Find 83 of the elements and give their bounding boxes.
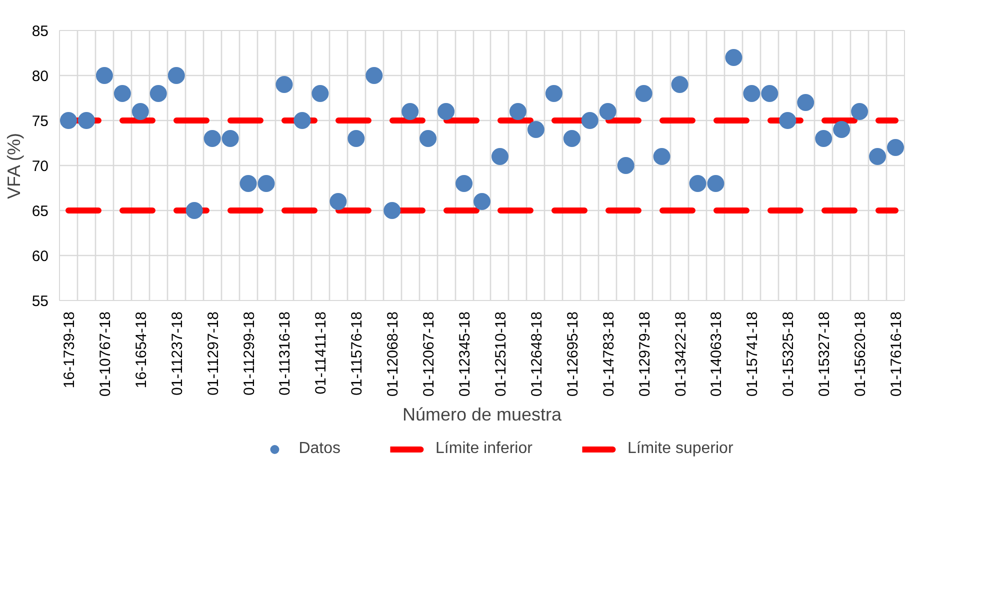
point bbox=[150, 85, 167, 102]
y-tick-label: 70 bbox=[32, 158, 49, 175]
x-tick-label: 01-11237-18 bbox=[168, 311, 186, 396]
point bbox=[258, 175, 275, 192]
point bbox=[294, 112, 311, 129]
point bbox=[815, 130, 832, 147]
point bbox=[204, 130, 221, 147]
point bbox=[132, 103, 149, 120]
x-tick-label: 01-15620-18 bbox=[852, 311, 870, 397]
x-tick-label: 01-11316-18 bbox=[276, 311, 294, 396]
x-tick-label: 01-15327-18 bbox=[816, 311, 834, 397]
point bbox=[509, 103, 526, 120]
point bbox=[887, 139, 904, 156]
y-tick-label: 55 bbox=[32, 293, 49, 310]
point bbox=[402, 103, 419, 120]
x-tick-label: 01-13422-18 bbox=[672, 311, 690, 397]
x-axis-title: Número de muestra bbox=[402, 404, 563, 425]
x-tick-label: 01-12695-18 bbox=[564, 311, 582, 397]
point bbox=[689, 175, 706, 192]
point bbox=[474, 193, 490, 210]
legend-label: Datos bbox=[298, 440, 341, 458]
point bbox=[330, 193, 347, 210]
y-tick-label: 65 bbox=[32, 203, 49, 220]
x-tick-label: 01-10767-18 bbox=[96, 311, 114, 397]
y-axis-title: VFA (%) bbox=[4, 132, 24, 200]
point bbox=[527, 121, 544, 138]
x-tick-label: 01-11299-18 bbox=[240, 311, 258, 396]
point bbox=[833, 121, 850, 138]
point bbox=[869, 148, 886, 165]
x-tick-label: 01-12979-18 bbox=[636, 311, 654, 397]
x-tick-label: 01-14783-18 bbox=[600, 311, 618, 397]
point bbox=[599, 103, 616, 120]
point bbox=[581, 112, 598, 129]
x-tick-label: 01-12345-18 bbox=[456, 311, 474, 397]
y-tick-label: 75 bbox=[32, 113, 49, 130]
point bbox=[60, 112, 77, 129]
x-tick-label: 01-15325-18 bbox=[780, 311, 798, 397]
point bbox=[312, 85, 329, 102]
y-tick-label: 85 bbox=[32, 23, 49, 40]
point bbox=[78, 112, 95, 129]
point bbox=[545, 85, 562, 102]
point bbox=[384, 202, 401, 219]
y-tick-label: 60 bbox=[32, 248, 49, 265]
x-tick-label: 01-14063-18 bbox=[708, 311, 726, 397]
point bbox=[222, 130, 239, 147]
y-tick-label: 80 bbox=[32, 68, 49, 85]
point bbox=[276, 76, 293, 93]
point bbox=[653, 148, 670, 165]
point bbox=[456, 175, 473, 192]
x-tick-label: 01-12068-18 bbox=[384, 311, 402, 397]
point bbox=[851, 103, 868, 120]
point bbox=[240, 175, 257, 192]
point bbox=[617, 157, 634, 174]
point bbox=[563, 130, 580, 147]
x-tick-label: 01-12510-18 bbox=[492, 311, 510, 397]
point bbox=[797, 94, 814, 111]
point bbox=[348, 130, 365, 147]
point bbox=[635, 85, 652, 102]
x-tick-label: 01-11297-18 bbox=[204, 311, 222, 396]
point bbox=[96, 67, 113, 84]
point bbox=[671, 76, 688, 93]
point bbox=[707, 175, 724, 192]
x-tick-label: 01-17616-18 bbox=[888, 311, 906, 397]
point bbox=[366, 67, 383, 84]
point bbox=[725, 49, 742, 66]
x-tick-label: 16-1739-18 bbox=[60, 311, 78, 388]
point bbox=[420, 130, 437, 147]
x-tick-label: 01-12648-18 bbox=[528, 311, 546, 397]
point bbox=[761, 85, 778, 102]
x-tick-label: 16-1654-18 bbox=[132, 311, 150, 388]
point bbox=[779, 112, 796, 129]
x-tick-label: 01-15741-18 bbox=[744, 311, 762, 397]
point bbox=[438, 103, 455, 120]
point bbox=[168, 67, 185, 84]
x-tick-label: 01-11411-18 bbox=[312, 311, 330, 394]
point bbox=[743, 85, 760, 102]
point bbox=[491, 148, 508, 165]
point bbox=[114, 85, 131, 102]
legend-label: Límite inferior bbox=[436, 440, 532, 458]
point bbox=[186, 202, 203, 219]
x-tick-label: 01-12067-18 bbox=[420, 311, 438, 397]
x-tick-label: 01-11576-18 bbox=[348, 311, 366, 396]
legend-label: Límite superior bbox=[627, 440, 734, 458]
